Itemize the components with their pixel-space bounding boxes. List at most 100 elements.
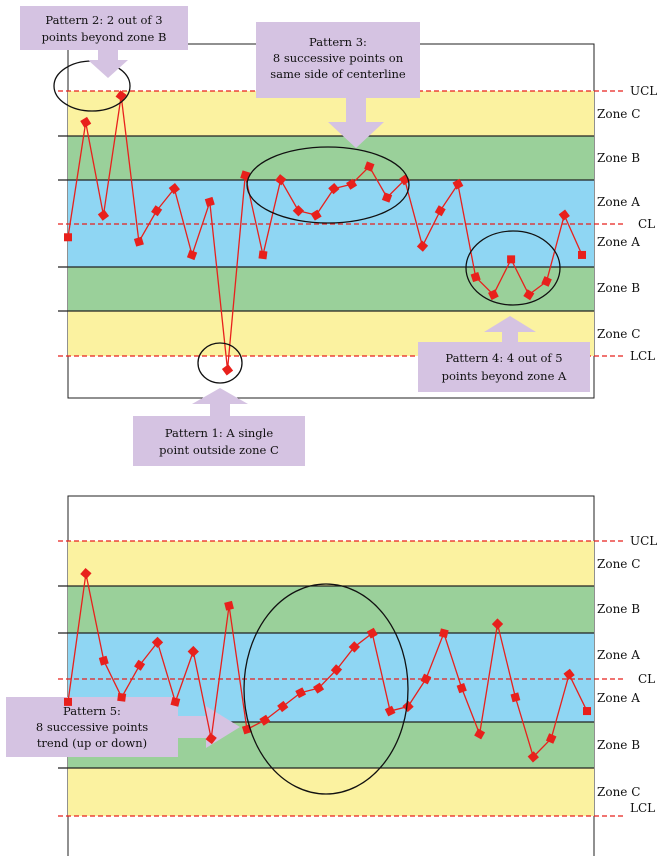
callout-arrow: [484, 316, 536, 342]
series-segment: [371, 633, 391, 712]
callout-line: points beyond zone A: [442, 369, 567, 383]
data-point: [507, 255, 516, 264]
zone-label: Zone A: [597, 691, 640, 705]
cl-label: CL: [638, 217, 655, 231]
zone-label: Zone C: [597, 327, 640, 341]
data-point: [381, 192, 393, 203]
pattern-3-circle: [246, 146, 410, 224]
lcl-label: LCL: [630, 801, 655, 815]
data-point: [348, 641, 361, 653]
zone-c-lower: [68, 768, 594, 816]
data-point: [563, 668, 575, 681]
callout-line: Pattern 5:: [63, 704, 121, 718]
callout-box: [256, 22, 420, 98]
callout-box: [133, 416, 305, 466]
zone-label: Zone B: [597, 281, 640, 295]
series-segment: [67, 573, 87, 702]
callout-line: 8 successive points: [36, 720, 148, 734]
data-point: [204, 196, 215, 207]
data-point: [416, 240, 429, 252]
data-point: [224, 600, 234, 611]
data-point: [277, 700, 289, 713]
series-segment: [210, 605, 230, 739]
data-point: [151, 636, 164, 649]
series-segment: [226, 175, 246, 370]
series-segment: [156, 642, 177, 703]
data-point: [115, 90, 127, 102]
zone-b-lower: [68, 267, 594, 311]
series-segment: [368, 166, 388, 198]
series-segment: [102, 95, 122, 216]
series-segment: [85, 122, 105, 216]
series-segment: [191, 201, 211, 256]
callout-line: points beyond zone B: [42, 30, 167, 44]
callout-box: [6, 697, 178, 757]
data-point: [97, 209, 110, 221]
data-point: [151, 205, 163, 217]
series-segment: [461, 687, 481, 735]
data-point: [187, 645, 199, 658]
series-segment: [228, 605, 248, 730]
data-point: [488, 289, 499, 301]
data-point: [170, 697, 181, 707]
series-segment: [550, 674, 570, 739]
series-segment: [103, 660, 123, 698]
series-segment: [262, 179, 282, 256]
series-segment: [425, 632, 445, 680]
data-point: [346, 178, 358, 190]
zone-label: Zone B: [597, 602, 640, 616]
pattern-4-circle: [465, 230, 561, 306]
series-segment: [510, 259, 530, 296]
callout-line: same side of centerline: [270, 67, 406, 81]
data-point: [313, 682, 325, 694]
data-point: [583, 707, 591, 716]
callout-line: trend (up or down): [37, 736, 147, 750]
series-segment: [121, 664, 141, 698]
data-point: [402, 700, 414, 713]
zone-label: Zone C: [597, 107, 640, 121]
series-segment: [496, 623, 517, 698]
data-point: [420, 673, 432, 685]
callout-arrow: [192, 388, 248, 416]
callout-line: Pattern 3:: [309, 35, 367, 49]
data-point: [295, 687, 307, 699]
data-point: [205, 732, 217, 745]
data-point: [117, 692, 127, 702]
series-segment: [439, 183, 459, 212]
callout-line: point outside zone C: [159, 443, 279, 457]
series-segment: [209, 201, 229, 370]
series-segment: [563, 214, 583, 256]
zone-c-upper: [68, 541, 594, 586]
callout-box: [20, 6, 188, 50]
data-point: [98, 655, 109, 666]
series-segment: [457, 184, 477, 278]
data-point: [134, 659, 146, 671]
ucl-label: UCL: [630, 84, 657, 98]
series-segment: [407, 678, 427, 707]
callout-line: Pattern 2: 2 out of 3: [45, 13, 162, 27]
series-segment: [244, 175, 264, 256]
series-segment: [335, 646, 355, 671]
data-point: [80, 116, 92, 128]
series-segment: [315, 188, 335, 216]
data-point: [474, 728, 486, 740]
series-segment: [318, 669, 337, 689]
callout-pattern-2: Pattern 2: 2 out of 3 points beyond zone…: [20, 6, 188, 78]
chart-1: UCL CL LCL Zone C Zone B Zone A Zone A Z…: [20, 6, 657, 466]
data-point: [523, 289, 535, 301]
series-segment: [514, 697, 534, 758]
cl-label: CL: [638, 672, 655, 686]
data-point: [259, 714, 271, 726]
series-segment: [545, 214, 565, 282]
zone-b-upper: [68, 586, 594, 633]
data-point: [310, 209, 322, 221]
data-point: [366, 627, 378, 639]
data-point: [168, 183, 180, 195]
data-point: [384, 705, 396, 717]
series-segment: [67, 122, 87, 238]
callout-arrow: [88, 50, 128, 78]
series-segment: [421, 210, 441, 247]
zone-b-upper: [68, 136, 594, 180]
data-point: [434, 205, 446, 217]
data-point: [545, 733, 557, 744]
